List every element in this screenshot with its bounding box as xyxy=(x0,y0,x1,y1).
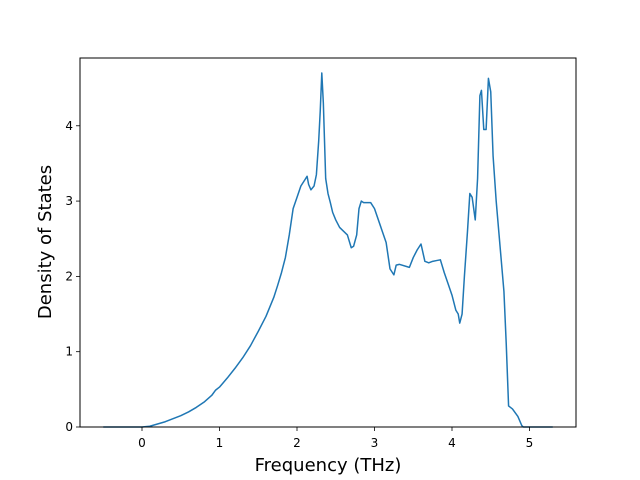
x-tick-label: 5 xyxy=(526,436,534,450)
plot-background xyxy=(80,58,576,427)
x-axis: 0 1 2 3 4 5 xyxy=(138,427,533,450)
x-tick-label: 4 xyxy=(448,436,456,450)
x-axis-label: Frequency (THz) xyxy=(255,455,402,476)
y-tick-label: 1 xyxy=(65,345,73,359)
x-tick-label: 1 xyxy=(216,436,224,450)
y-axis-label: Density of States xyxy=(35,165,56,319)
y-tick-label: 4 xyxy=(65,119,73,133)
y-axis: 0 1 2 3 4 xyxy=(65,119,80,434)
x-tick-label: 2 xyxy=(293,436,301,450)
y-tick-label: 3 xyxy=(65,194,73,208)
plot-frame xyxy=(79,57,577,428)
x-tick-label: 3 xyxy=(371,436,379,450)
dos-series-line xyxy=(103,72,553,428)
series-layer xyxy=(103,72,553,428)
y-tick-label: 2 xyxy=(65,269,73,283)
x-tick-label: 0 xyxy=(138,436,146,450)
y-tick-label: 0 xyxy=(65,420,73,434)
